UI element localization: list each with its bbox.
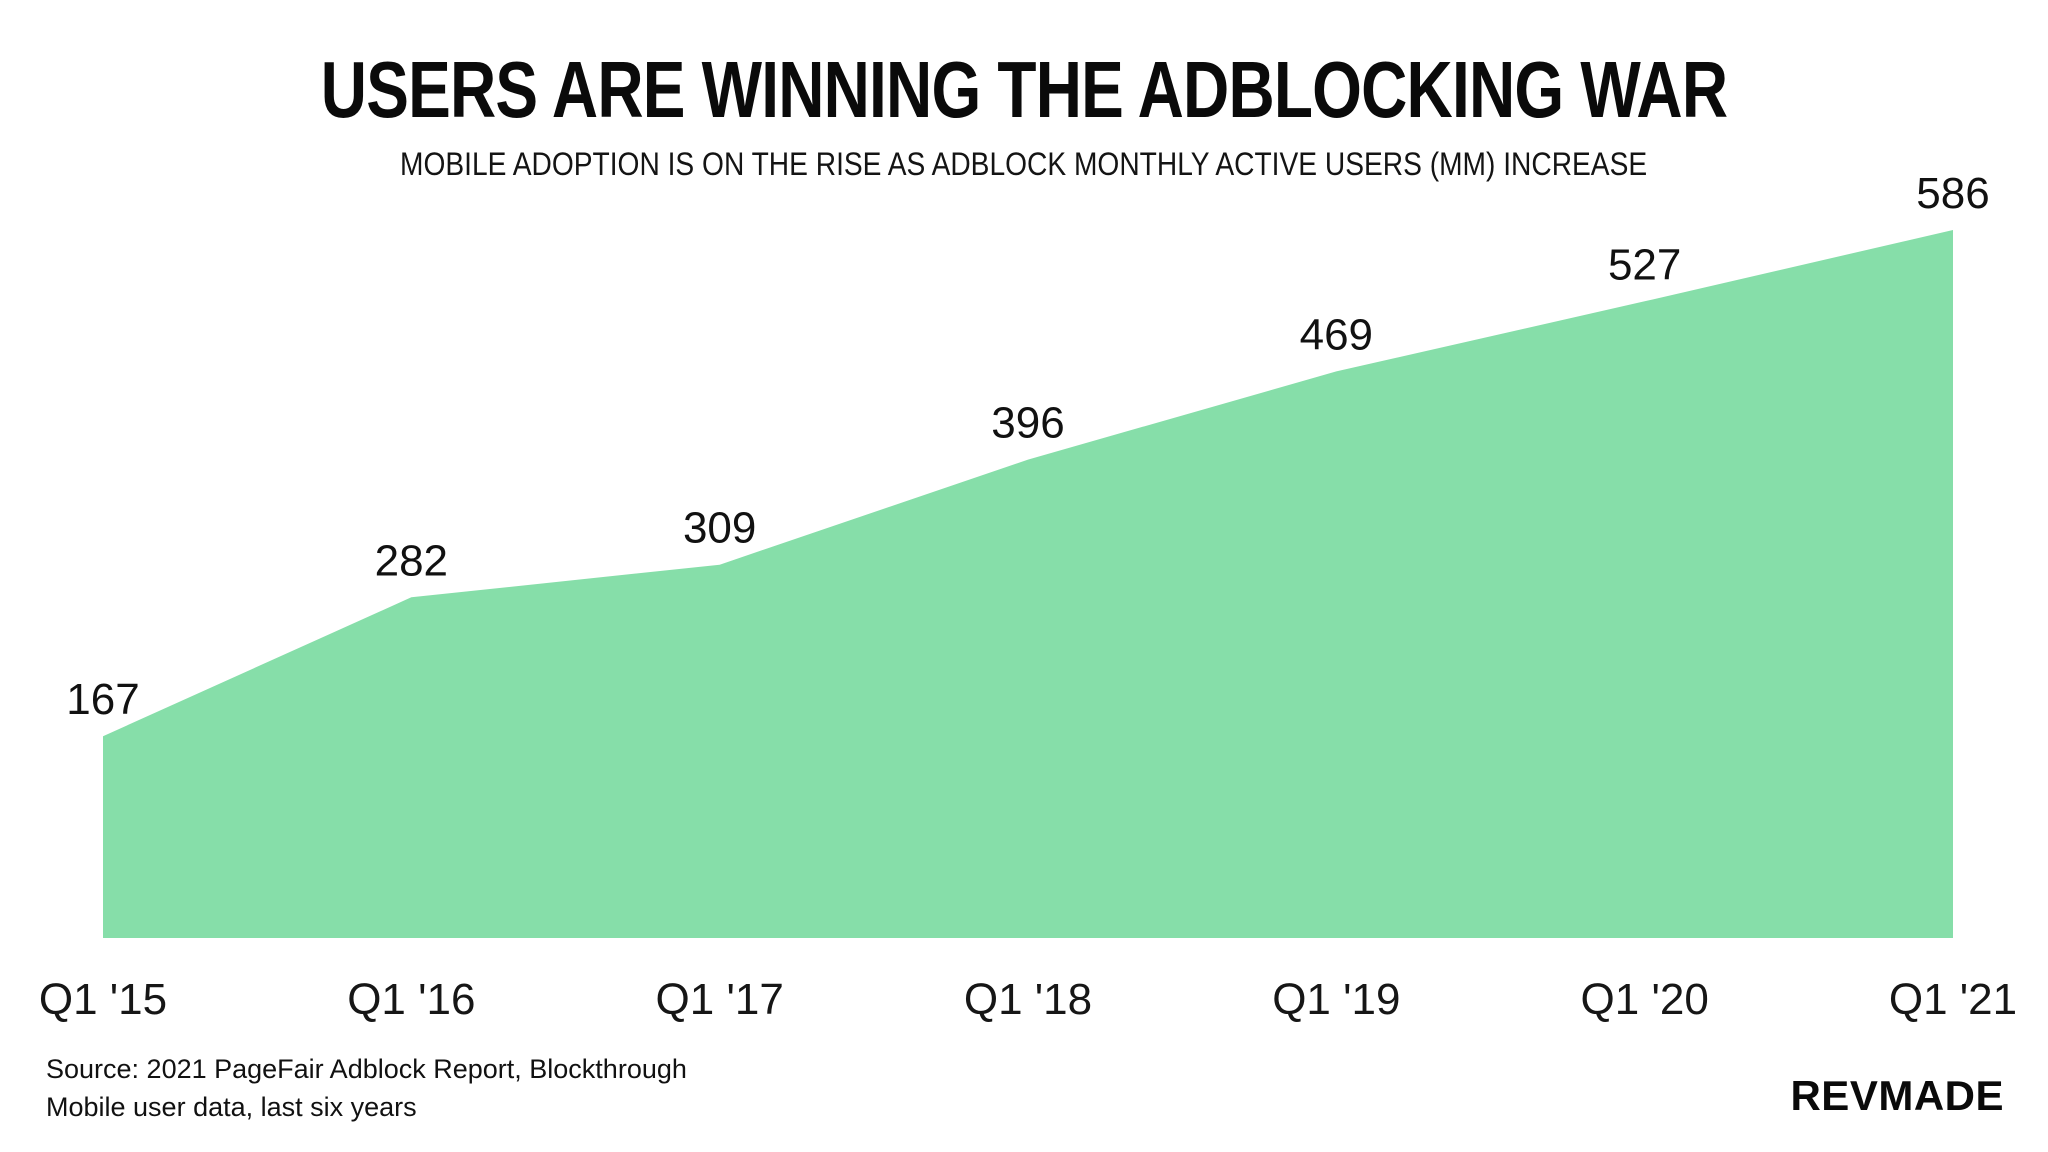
value-label-0: 167 bbox=[66, 675, 139, 724]
value-label-6: 586 bbox=[1916, 169, 1989, 218]
x-axis-label-3: Q1 '18 bbox=[964, 975, 1092, 1024]
value-label-4: 469 bbox=[1300, 310, 1373, 359]
source-line-2: Mobile user data, last six years bbox=[46, 1092, 417, 1122]
value-label-2: 309 bbox=[683, 504, 756, 553]
x-axis-label-2: Q1 '17 bbox=[656, 975, 784, 1024]
chart-subtitle: MOBILE ADOPTION IS ON THE RISE AS ADBLOC… bbox=[0, 146, 2048, 183]
x-axis-label-1: Q1 '16 bbox=[347, 975, 475, 1024]
chart-title-text: USERS ARE WINNING THE ADBLOCKING WAR bbox=[320, 45, 1728, 134]
area-series bbox=[103, 230, 1953, 938]
chart-subtitle-text: MOBILE ADOPTION IS ON THE RISE AS ADBLOC… bbox=[400, 146, 1648, 182]
value-label-3: 396 bbox=[991, 399, 1064, 448]
source-line-1: Source: 2021 PageFair Adblock Report, Bl… bbox=[46, 1054, 687, 1084]
value-label-5: 527 bbox=[1608, 240, 1681, 289]
source-note: Source: 2021 PageFair Adblock Report, Bl… bbox=[46, 1050, 687, 1126]
x-axis-label-0: Q1 '15 bbox=[39, 975, 167, 1024]
chart-title: USERS ARE WINNING THE ADBLOCKING WAR bbox=[0, 50, 2048, 130]
x-axis-label-6: Q1 '21 bbox=[1889, 975, 2017, 1024]
revmade-logo: REVMADE bbox=[1790, 1072, 2004, 1119]
x-axis-label-4: Q1 '19 bbox=[1272, 975, 1400, 1024]
value-label-1: 282 bbox=[375, 536, 448, 585]
chart-footer: Source: 2021 PageFair Adblock Report, Bl… bbox=[0, 1050, 2048, 1152]
chart-header: USERS ARE WINNING THE ADBLOCKING WAR MOB… bbox=[0, 0, 2048, 183]
x-axis-label-5: Q1 '20 bbox=[1581, 975, 1709, 1024]
